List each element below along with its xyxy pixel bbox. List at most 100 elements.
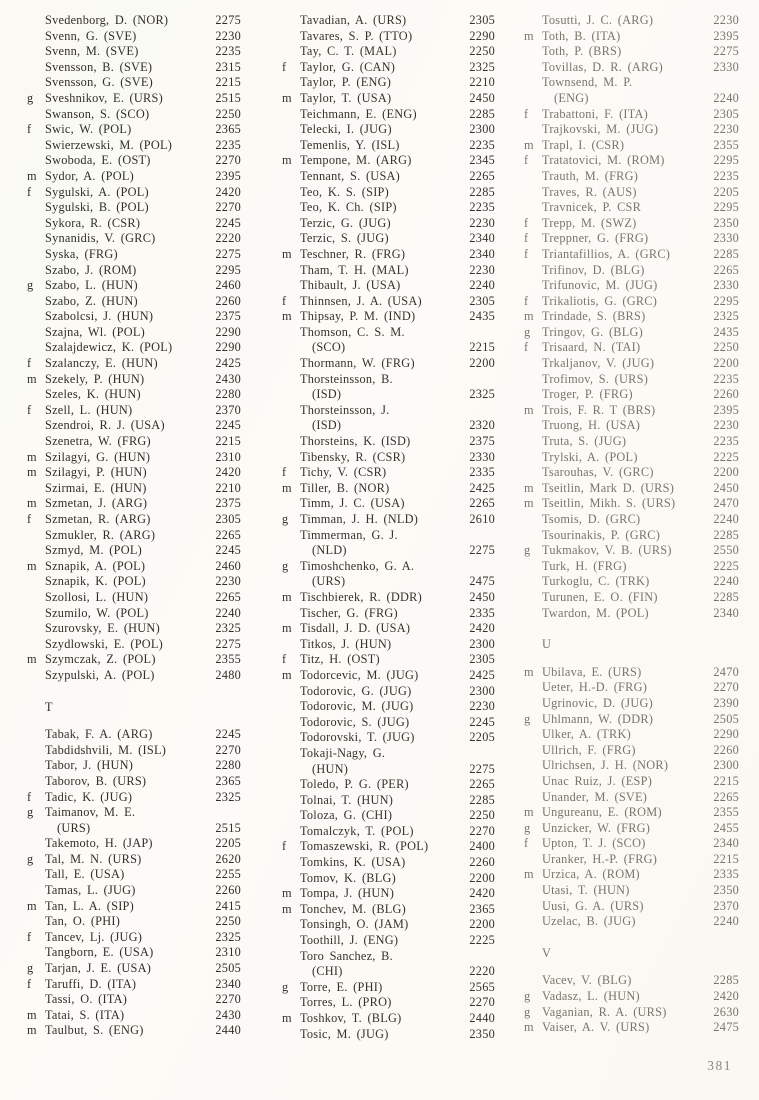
rating: 2230 — [215, 574, 241, 589]
rating: 2475 — [713, 1020, 739, 1035]
title-prefix: f — [27, 356, 32, 371]
player-name: Sygulski, A. (POL) — [45, 184, 149, 199]
player-name: Thorsteins, K. (ISD) — [300, 434, 411, 449]
rating: 2505 — [215, 961, 241, 976]
list-item: Temenlis, Y. (ISL) 2235 — [282, 138, 495, 154]
player-name: Trepp, M. (SWZ) — [542, 215, 637, 230]
rating: 2325 — [469, 59, 495, 74]
rating: 2240 — [713, 914, 739, 929]
player-name: Tal, M. N. (URS) — [45, 851, 142, 866]
list-item: m Tompa, J. (HUN) 2420 — [282, 886, 495, 902]
rating: 2220 — [469, 964, 495, 979]
player-name: Szurovsky, E. (HUN) — [45, 621, 160, 636]
player-name: Taylor, P. (ENG) — [300, 75, 392, 90]
rating: 2240 — [713, 574, 739, 589]
rating: 2460 — [215, 558, 241, 573]
player-name: Tomov, K. (BLG) — [300, 870, 396, 885]
rating: 2240 — [713, 90, 739, 105]
list-item: Thibault, J. (USA) 2240 — [282, 278, 495, 294]
list-item: Szalajdewicz, K. (POL) 2290 — [27, 340, 241, 356]
rating: 2390 — [713, 695, 739, 710]
player-name: Thorsteinsson, B. — [300, 371, 393, 386]
list-item: f Trepp, M. (SWZ) 2350 — [524, 216, 739, 232]
rating: 2270 — [215, 200, 241, 215]
rating: 2400 — [469, 839, 495, 854]
rating: 2245 — [215, 727, 241, 742]
player-name: Tomaszewski, R. (POL) — [300, 839, 429, 854]
player-name: Uhlmann, W. (DDR) — [542, 711, 654, 726]
rating: 2415 — [215, 898, 241, 913]
rating: 2230 — [713, 13, 739, 27]
player-name: Thinnsen, J. A. (USA) — [300, 293, 422, 308]
player-name: Tempone, M. (ARG) — [300, 153, 412, 168]
player-name: Szeles, K. (HUN) — [45, 387, 141, 402]
player-name: Toledo, P. G. (PER) — [300, 777, 409, 792]
list-item: Toloza, G. (CHI) 2250 — [282, 808, 495, 824]
list-item: Tassi, O. (ITA) 2270 — [27, 992, 241, 1008]
list-item: m Tseitlin, Mark D. (URS) 2450 — [524, 481, 739, 497]
rating: 2285 — [713, 527, 739, 542]
rating: 2250 — [215, 106, 241, 121]
list-item: Truta, S. (JUG) 2235 — [524, 434, 739, 450]
player-name: Vacev, V. (BLG) — [542, 973, 632, 988]
player-name: Szmukler, R. (ARG) — [45, 527, 156, 542]
rating: 2375 — [469, 434, 495, 449]
title-prefix: m — [282, 1011, 292, 1025]
list-item: Tabdidshvili, M. (ISL) 2270 — [27, 743, 241, 759]
player-name: Taylor, T. (USA) — [300, 90, 392, 105]
list-item: Ueter, H.-D. (FRG) 2270 — [524, 680, 739, 696]
list-item: Twardon, M. (POL) 2340 — [524, 606, 739, 622]
list-item: Thormann, W. (FRG) 2200 — [282, 356, 495, 372]
title-prefix: m — [27, 1007, 37, 1022]
player-name: Tangborn, E. (USA) — [45, 945, 154, 960]
rating: 2470 — [713, 496, 739, 511]
list-item: Svedenborg, D. (NOR) 2275 — [27, 13, 241, 29]
list-item: m Szilagyi, P. (HUN) 2420 — [27, 465, 241, 481]
player-name: Terzic, G. (JUG) — [300, 215, 391, 230]
player-name: Torre, E. (PHI) — [300, 979, 383, 994]
list-item: m Teschner, R. (FRG) 2340 — [282, 247, 495, 263]
list-item: Szydlowski, E. (POL) 2275 — [27, 637, 241, 653]
rating: 2235 — [713, 371, 739, 386]
list-item: Tosutti, J. C. (ARG) 2230 — [524, 13, 739, 29]
player-name-continued: (ENG) — [554, 90, 589, 105]
player-name: Traves, R. (AUS) — [542, 184, 637, 199]
rating: 2265 — [469, 168, 495, 183]
player-name: Trois, F. R. T (BRS) — [542, 402, 656, 417]
title-prefix: g — [27, 805, 34, 820]
list-item: Tabor, J. (HUN) 2280 — [27, 758, 241, 774]
rating: 2235 — [469, 137, 495, 152]
player-name: Titkos, J. (HUN) — [300, 636, 392, 651]
player-name: Taborov, B. (URS) — [45, 773, 147, 788]
section-letter: U — [542, 637, 552, 652]
rating: 2460 — [215, 278, 241, 293]
list-item: m Tatai, S. (ITA) 2430 — [27, 1008, 241, 1024]
rating: 2320 — [469, 418, 495, 433]
rating: 2260 — [713, 387, 739, 402]
player-name: Taimanov, M. E. — [45, 805, 136, 820]
rating: 2330 — [713, 278, 739, 293]
title-prefix: m — [524, 480, 534, 495]
rating: 2295 — [215, 262, 241, 277]
title-prefix: f — [27, 184, 32, 199]
player-name: Sznapik, A. (POL) — [45, 558, 146, 573]
rating: 2515 — [215, 90, 241, 105]
list-item: Utasi, T. (HUN) 2350 — [524, 883, 739, 899]
player-name: Ungureanu, E. (ROM) — [542, 805, 662, 820]
list-item: Takemoto, H. (JAP) 2205 — [27, 836, 241, 852]
player-name: Uzelac, B. (JUG) — [542, 914, 636, 929]
list-item: m Tonchev, M. (BLG) 2365 — [282, 902, 495, 918]
player-name-continued: (HUN) — [312, 761, 349, 776]
title-prefix: f — [27, 122, 32, 137]
list-item: Tamas, L. (JUG) 2260 — [27, 883, 241, 899]
player-name: Szendroi, R. J. (USA) — [45, 418, 165, 433]
list-item: f Titz, H. (OST) 2305 — [282, 652, 495, 668]
player-name: Todorcevic, M. (JUG) — [300, 667, 419, 682]
title-prefix: f — [524, 215, 529, 230]
rating: 2505 — [713, 711, 739, 726]
list-item: m Ubilava, E. (URS) 2470 — [524, 665, 739, 681]
rating: 2340 — [469, 231, 495, 246]
list-item: Tovillas, D. R. (ARG) 2330 — [524, 60, 739, 76]
rating: 2435 — [713, 324, 739, 339]
